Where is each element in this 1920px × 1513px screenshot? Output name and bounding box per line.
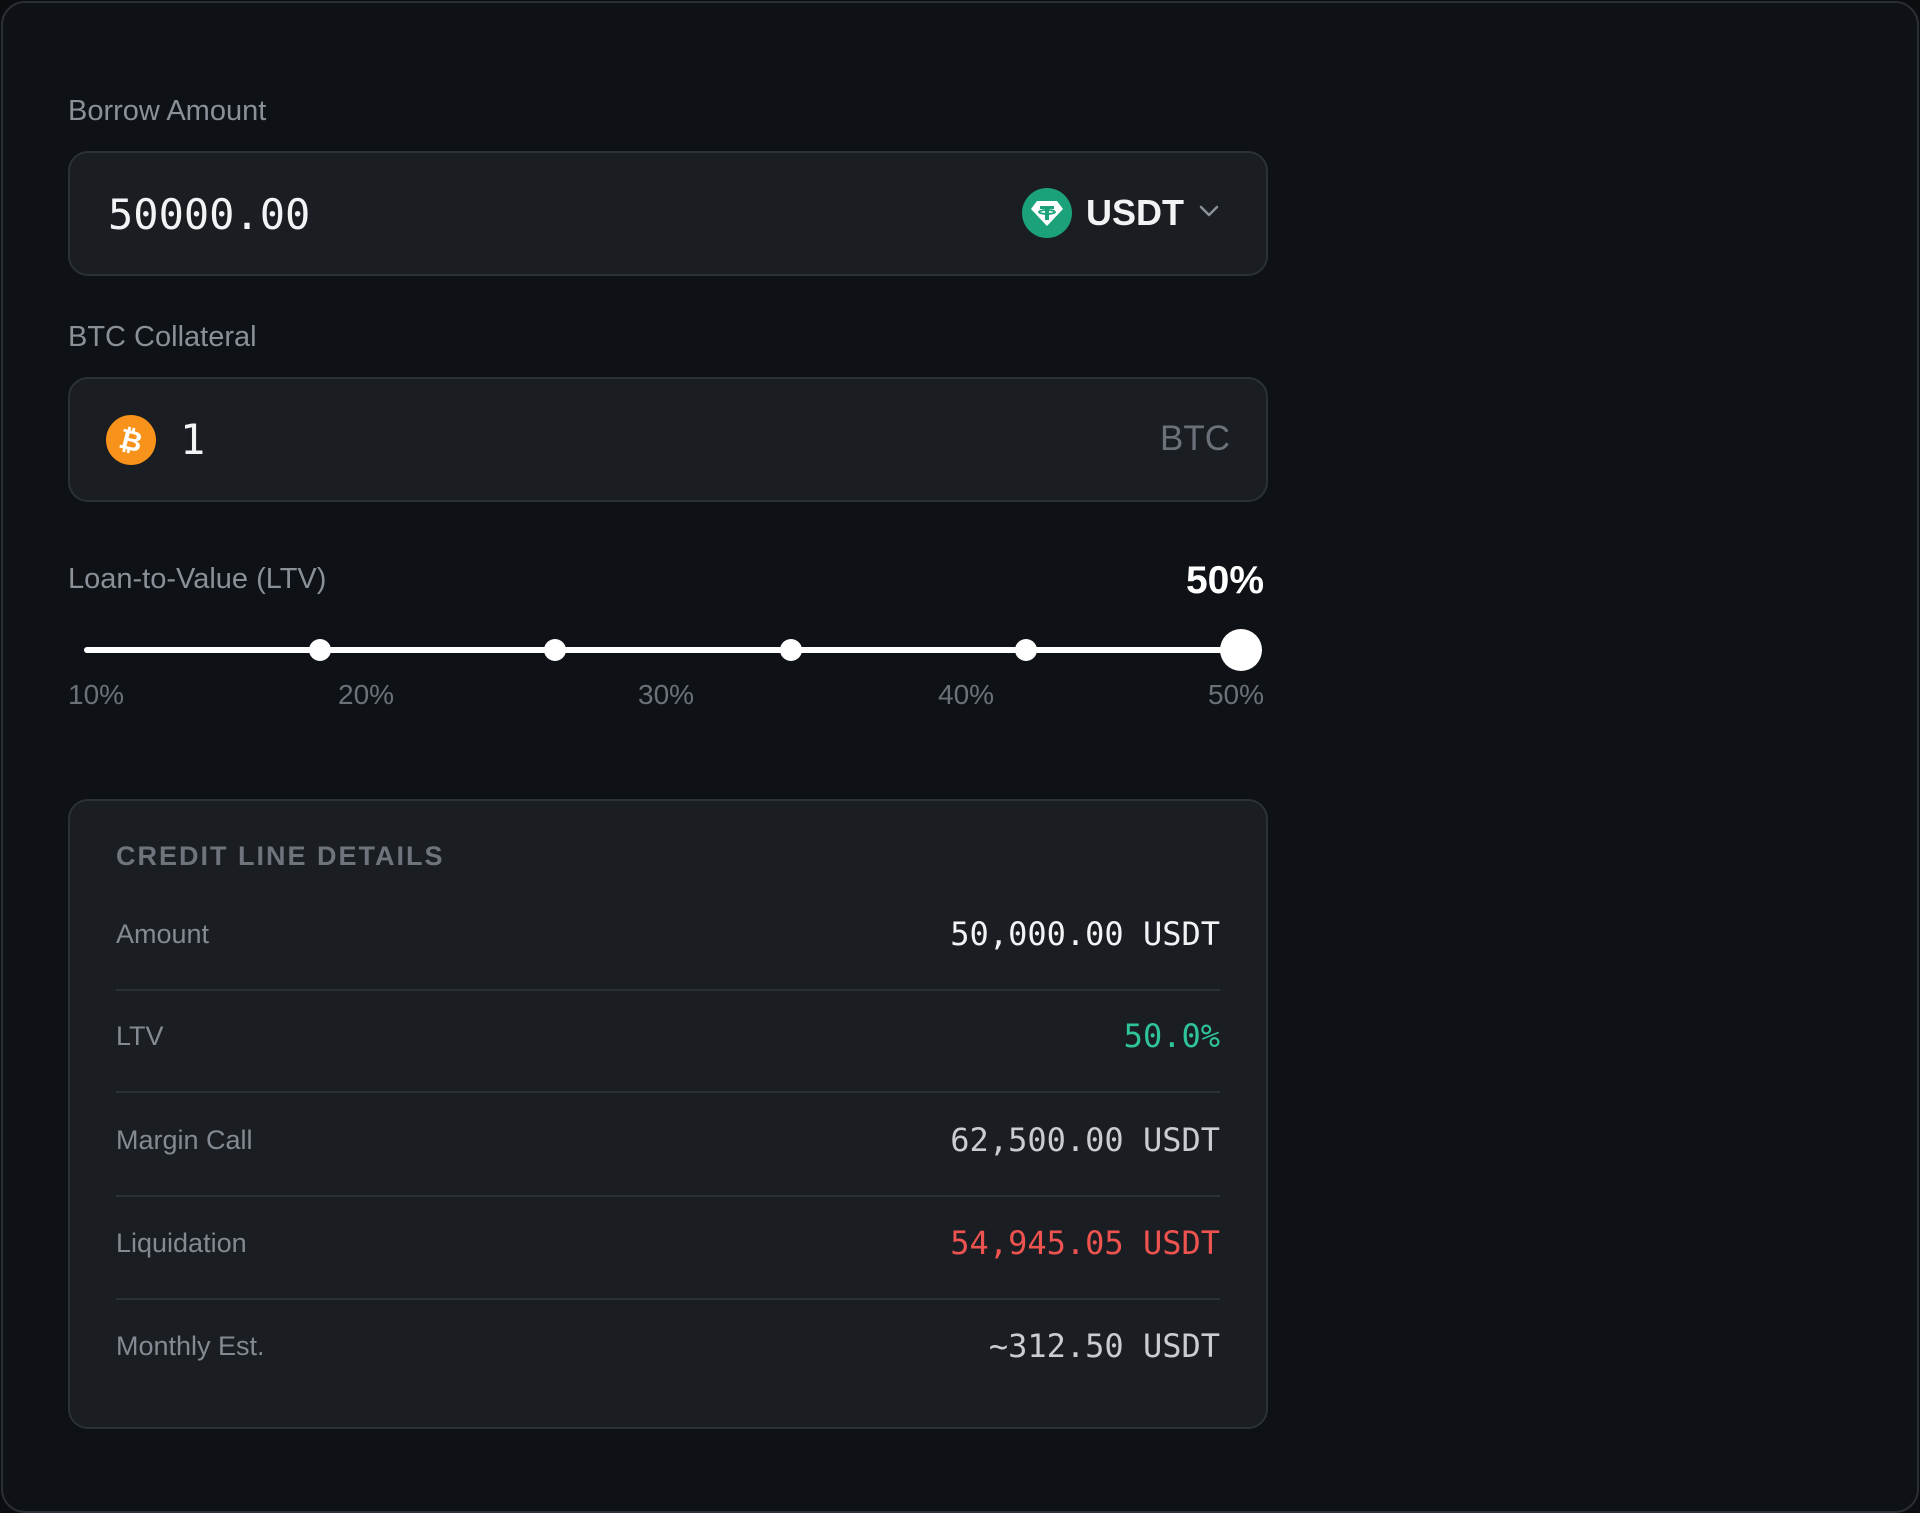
- ltv-step-dot[interactable]: [544, 639, 567, 661]
- credit-line-details-panel: CREDIT LINE DETAILS Amount 50,000.00 USD…: [68, 799, 1268, 1429]
- ltv-tick-label: 20%: [338, 679, 395, 710]
- ltv-value: 50%: [1185, 559, 1264, 602]
- borrow-amount-label: Borrow Amount: [68, 95, 267, 127]
- btc-unit-label: BTC: [1160, 419, 1230, 458]
- detail-value: ~312.50 USDT: [988, 1327, 1220, 1365]
- borrow-amount-input[interactable]: [106, 189, 810, 240]
- ltv-slider-track: [84, 647, 1262, 653]
- token-select[interactable]: USDT: [1022, 188, 1220, 238]
- detail-label: Amount: [116, 919, 210, 949]
- ltv-tick-label: 30%: [638, 679, 695, 710]
- detail-label: Monthly Est.: [116, 1331, 265, 1361]
- btc-collateral-label: BTC Collateral: [68, 321, 257, 353]
- detail-label: Liquidation: [116, 1228, 247, 1258]
- btc-collateral-field[interactable]: ₿ 1 BTC: [68, 377, 1268, 502]
- detail-value: 62,500.00 USDT: [950, 1121, 1220, 1159]
- detail-row-monthly-est: Monthly Est. ~312.50 USDT: [116, 1299, 1220, 1401]
- ltv-label: Loan-to-Value (LTV): [68, 563, 327, 595]
- bitcoin-icon: ₿: [106, 415, 156, 465]
- ltv-slider-thumb[interactable]: [1220, 629, 1262, 671]
- ltv-step-dot[interactable]: [779, 639, 802, 661]
- ltv-step-dot[interactable]: [308, 639, 331, 661]
- detail-value: 54,945.05 USDT: [950, 1224, 1220, 1262]
- detail-row-liquidation: Liquidation 54,945.05 USDT: [116, 1196, 1220, 1300]
- svg-text:₿: ₿: [116, 423, 146, 457]
- chevron-down-icon: [1198, 204, 1220, 223]
- btc-collateral-input[interactable]: 1: [180, 415, 206, 464]
- detail-label: Margin Call: [116, 1125, 253, 1155]
- detail-row-amount: Amount 50,000.00 USDT: [116, 887, 1220, 991]
- ltv-tick-label: 10%: [68, 679, 125, 710]
- borrow-amount-field[interactable]: USDT: [68, 151, 1268, 276]
- token-label: USDT: [1086, 192, 1184, 233]
- detail-value: 50.0%: [1123, 1017, 1220, 1055]
- ltv-tick-label: 50%: [1207, 679, 1264, 710]
- ltv-tick-label: 40%: [938, 679, 995, 710]
- detail-value: 50,000.00 USDT: [950, 915, 1220, 953]
- ltv-slider[interactable]: [84, 621, 1262, 681]
- ltv-step-dot[interactable]: [1015, 639, 1038, 661]
- detail-label: LTV: [116, 1021, 164, 1051]
- detail-row-margin-call: Margin Call 62,500.00 USDT: [116, 1093, 1220, 1197]
- credit-line-details-title: CREDIT LINE DETAILS: [116, 841, 445, 871]
- detail-row-ltv: LTV 50.0%: [116, 989, 1220, 1093]
- tether-icon: [1022, 188, 1072, 238]
